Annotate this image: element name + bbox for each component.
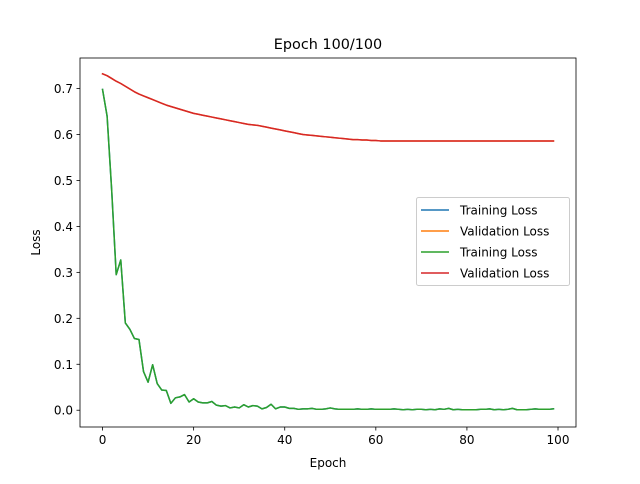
y-tick-label: 0.0: [54, 404, 73, 418]
y-tick-label: 0.1: [54, 358, 73, 372]
legend-label-3: Validation Loss: [460, 267, 549, 281]
x-axis-ticks: 0 20 40 60 80 100: [99, 427, 570, 447]
x-tick-label: 40: [277, 433, 292, 447]
legend-label-2: Training Loss: [459, 246, 537, 260]
x-tick-label: 100: [547, 433, 570, 447]
chart-title: Epoch 100/100: [274, 37, 382, 53]
y-tick-label: 0.7: [54, 82, 73, 96]
legend: Training Loss Validation Loss Training Los…: [416, 197, 570, 286]
x-tick-label: 20: [186, 433, 201, 447]
x-tick-label: 60: [368, 433, 383, 447]
x-axis-label: Epoch: [310, 456, 347, 470]
series-line-2: [101, 88, 555, 411]
y-tick-label: 0.6: [54, 128, 73, 142]
y-tick-label: 0.2: [54, 312, 73, 326]
y-tick-label: 0.5: [54, 174, 73, 188]
legend-label-1: Validation Loss: [460, 225, 549, 239]
y-tick-label: 0.3: [54, 266, 73, 280]
y-axis-label: Loss: [29, 229, 43, 255]
series-line-3: [101, 72, 555, 142]
x-tick-label: 0: [99, 433, 107, 447]
y-axis-ticks: 0.0 0.1 0.2 0.3 0.4 0.5 0.6 0.7: [54, 82, 80, 418]
series-layer: [101, 72, 555, 411]
x-tick-label: 80: [459, 433, 474, 447]
y-tick-label: 0.4: [54, 220, 73, 234]
legend-frame: [416, 197, 570, 286]
axes-frame: [79, 57, 577, 428]
legend-label-0: Training Loss: [459, 204, 537, 218]
